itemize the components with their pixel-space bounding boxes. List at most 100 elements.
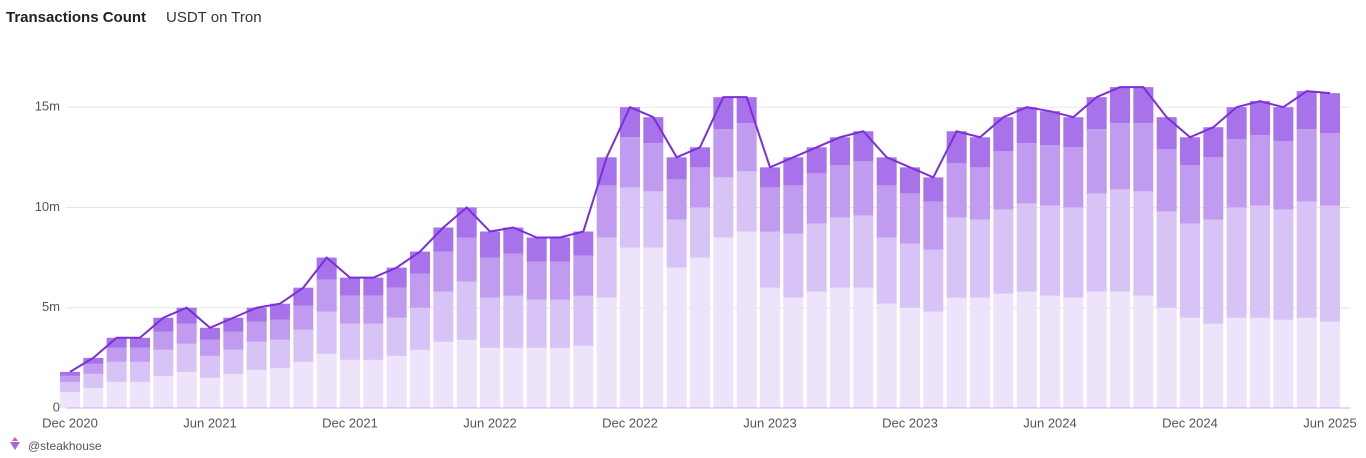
bar-segment — [690, 147, 710, 168]
bar-segment — [60, 375, 80, 382]
bar-segment — [176, 323, 197, 344]
bar-segment — [153, 331, 174, 350]
bar-segment — [1180, 317, 1200, 408]
bar-segment — [573, 345, 594, 408]
bar-segment — [1180, 223, 1200, 318]
bar-segment — [806, 223, 827, 292]
bar-segment — [433, 251, 454, 292]
chart-subtitle: USDT on Tron — [166, 9, 262, 26]
bar-segment — [946, 163, 967, 218]
bar-segment — [970, 167, 990, 220]
bar-segment — [1086, 129, 1107, 194]
bar-segment — [316, 353, 337, 408]
bar-segment — [503, 295, 524, 348]
bar-segment — [1086, 291, 1107, 408]
bar-segment — [573, 231, 594, 256]
bar-segment — [690, 257, 710, 408]
bar-segment — [1273, 209, 1294, 320]
bar-segment — [853, 215, 874, 288]
x-tick-label: Dec 2021 — [322, 415, 378, 430]
bar-segment — [900, 193, 920, 244]
bar-segment — [270, 339, 290, 368]
bar-segment — [923, 311, 944, 408]
bar-segment — [666, 267, 687, 408]
bar-segment — [690, 207, 710, 258]
bar-segment — [550, 347, 570, 408]
bar-segment — [1110, 189, 1130, 292]
bar-segment — [363, 295, 384, 324]
bar-segment — [480, 231, 500, 258]
bar-segment — [620, 247, 640, 408]
bar-segment — [923, 249, 944, 312]
bar-segment — [596, 297, 617, 408]
bar-segment — [246, 307, 267, 322]
bar-segment — [1320, 133, 1340, 206]
bar-segment — [993, 293, 1014, 408]
bar-segment — [410, 349, 430, 408]
bar-segment — [83, 363, 104, 374]
x-tick-label: Jun 2025 — [1303, 415, 1357, 430]
bar-segment — [1156, 211, 1177, 308]
bar-segment — [386, 287, 407, 318]
bar-segment — [293, 305, 314, 330]
bar-segment — [223, 349, 244, 374]
bar-segment — [1320, 205, 1340, 322]
x-tick-label: Dec 2022 — [602, 415, 658, 430]
x-tick-label: Jun 2021 — [183, 415, 237, 430]
bar-segment — [1133, 191, 1154, 296]
bar-segment — [806, 291, 827, 408]
bar-segment — [596, 237, 617, 298]
x-tick-label: Dec 2020 — [42, 415, 98, 430]
bar-segment — [573, 295, 594, 346]
bar-segment — [1110, 123, 1130, 190]
bar-segment — [386, 267, 407, 288]
footer-logo — [10, 437, 20, 450]
bar-segment — [1016, 203, 1037, 292]
bar-segment — [993, 151, 1014, 210]
bar-segment — [1296, 91, 1317, 130]
bar-segment — [153, 375, 174, 408]
bar-segment — [433, 227, 454, 252]
bar-segment — [876, 157, 897, 186]
bar-segment — [433, 291, 454, 342]
bar-segment — [130, 347, 150, 362]
bar-segment — [1086, 97, 1107, 130]
bar-segment — [900, 167, 920, 194]
bar-segment — [1180, 137, 1200, 166]
bar-segment — [316, 311, 337, 354]
bar-segment — [853, 161, 874, 216]
bar-segment — [620, 107, 640, 138]
bar-segment — [923, 201, 944, 250]
bar-segment — [806, 173, 827, 224]
bar-segment — [666, 179, 687, 220]
x-tick-label: Jun 2024 — [1023, 415, 1077, 430]
bar-segment — [456, 207, 477, 238]
bar-segment — [340, 323, 360, 360]
bar-segment — [993, 117, 1014, 152]
bar-segment — [1086, 193, 1107, 292]
bar-segment — [60, 381, 80, 392]
bar-segment — [223, 373, 244, 408]
bar-segment — [643, 117, 664, 144]
bar-segment — [60, 391, 80, 408]
y-tick-label: 10m — [35, 199, 60, 214]
bar-segment — [1226, 139, 1247, 208]
bar-segment — [246, 369, 267, 408]
bar-segment — [526, 237, 547, 262]
bar-segment — [736, 123, 757, 172]
bar-segment — [200, 377, 220, 408]
bar-segment — [246, 341, 267, 370]
bar-segment — [1133, 87, 1154, 124]
bar-segment — [783, 233, 804, 298]
bar-segment — [923, 177, 944, 202]
bar-segment — [690, 167, 710, 208]
bar-segment — [1273, 107, 1294, 142]
bar-segment — [223, 317, 244, 332]
bar-segment — [666, 219, 687, 268]
bar-segment — [713, 129, 734, 178]
bar-segment — [550, 237, 570, 262]
bar-segment — [620, 137, 640, 188]
bar-segment — [1226, 107, 1247, 140]
bar-segment — [480, 347, 500, 408]
